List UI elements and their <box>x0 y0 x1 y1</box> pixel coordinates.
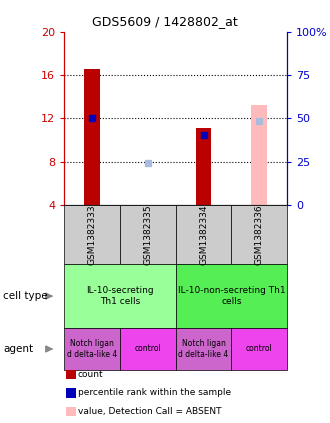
Text: agent: agent <box>3 344 33 354</box>
Text: value, Detection Call = ABSENT: value, Detection Call = ABSENT <box>78 407 221 416</box>
Text: Notch ligan
d delta-like 4: Notch ligan d delta-like 4 <box>67 339 117 359</box>
Text: Notch ligan
d delta-like 4: Notch ligan d delta-like 4 <box>179 339 229 359</box>
Text: IL-10-non-secreting Th1
cells: IL-10-non-secreting Th1 cells <box>178 286 285 306</box>
Bar <box>251 105 267 205</box>
Text: GSM1382333: GSM1382333 <box>88 204 97 265</box>
Bar <box>84 69 100 205</box>
Text: percentile rank within the sample: percentile rank within the sample <box>78 388 231 398</box>
Text: GSM1382335: GSM1382335 <box>143 204 152 265</box>
Text: count: count <box>78 370 103 379</box>
Text: GSM1382334: GSM1382334 <box>199 204 208 265</box>
Text: control: control <box>135 344 161 354</box>
Bar <box>196 128 212 205</box>
Text: GDS5609 / 1428802_at: GDS5609 / 1428802_at <box>92 15 238 28</box>
Text: IL-10-secreting
Th1 cells: IL-10-secreting Th1 cells <box>86 286 154 306</box>
Text: GSM1382336: GSM1382336 <box>255 204 264 265</box>
Text: cell type: cell type <box>3 291 48 301</box>
Text: control: control <box>246 344 273 354</box>
